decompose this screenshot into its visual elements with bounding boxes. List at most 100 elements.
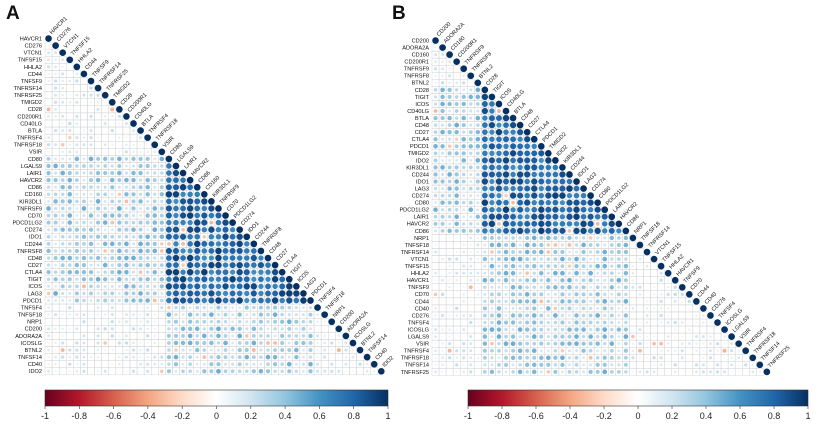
corr-cell-tnfsf18-cd70	[223, 312, 228, 317]
row-label-cd28: CD28	[415, 88, 429, 94]
corr-cell-adora2a-lair1	[181, 333, 186, 338]
diag-cell-havcr1	[671, 276, 679, 284]
corr-cell-lag3-cd244	[566, 185, 573, 192]
corr-cell-pdcd1lg2-ido2	[552, 206, 559, 213]
corr-cell-tnfrsf18-ido1	[574, 355, 579, 360]
corr-cell-kir3dl1-btla	[138, 199, 143, 204]
corr-cell-kir3dl1-cd80	[166, 198, 172, 205]
corr-cell-cd274-havcr2	[186, 226, 194, 233]
colorbar-tick-label: 0.4	[279, 411, 292, 421]
corr-cell-cd86-tnfsf9	[89, 185, 93, 190]
corr-cell-cd80-tnfrsf25	[103, 156, 108, 162]
corr-cell-cd86-havcr1	[46, 185, 51, 189]
corr-cell-tnfrsf8-tnfrsf9	[215, 247, 222, 255]
corr-cell-cd40-ido1	[245, 362, 249, 366]
corr-cell-btnl2-cd276	[54, 349, 57, 352]
corr-cell-tnfrsf9-lgals9	[173, 205, 179, 212]
corr-cell-kir3dl1-tnfrsf14	[95, 199, 101, 204]
corr-cell-cd86-btla	[138, 185, 143, 190]
corr-cell-tnfsf4-tnfsf9	[680, 321, 684, 324]
corr-cell-btnl2-btla	[139, 348, 142, 352]
corr-cell-lgals9-tnfrsf25	[103, 164, 108, 168]
diag-cell-cd44	[693, 298, 700, 305]
corr-cell-cd44-cd86	[623, 299, 629, 304]
diag-cell-cd86	[622, 227, 630, 235]
corr-cell-ido2-icoslg	[352, 370, 354, 373]
corr-cell-cd274-tnfrsf14	[96, 228, 100, 232]
corr-cell-icoslg-hhla2	[667, 329, 669, 330]
corr-cell-cd40-tmigd2	[111, 363, 114, 366]
row-label-pdcd1lg2: PDCD1LG2	[12, 221, 42, 227]
corr-cell-pdcd1lg2-tmigd2	[545, 206, 552, 213]
corr-cell-icos-vsir	[159, 284, 164, 289]
corr-cell-cd44-hhla2	[75, 72, 79, 76]
row-label-ido1: IDO1	[416, 179, 429, 185]
corr-cell-icoslg-cd86	[623, 327, 628, 332]
corr-cell-tnfsf14-ido1	[574, 363, 579, 367]
corr-cell-icoslg-btla	[139, 341, 142, 345]
corr-cell-pdcd1lg2-tnfsf15	[67, 220, 73, 225]
corr-cell-ctla4-hhla2	[74, 269, 80, 275]
corr-cell-cd44-kir3dl1	[560, 299, 565, 304]
corr-cell-tnfsf4-cd27	[525, 320, 530, 325]
corr-cell-cd44-cd70	[687, 299, 691, 304]
corr-cell-tnfsf14-havcr1	[673, 363, 677, 367]
corr-cell-tnfsf4-cd48	[518, 320, 522, 325]
corr-cell-cd44-tnfrsf14	[646, 300, 649, 303]
corr-cell-pdcd1-cd160	[447, 144, 452, 149]
corr-cell-btnl2-tnfsf4	[316, 349, 319, 352]
corr-cell-cd44-pdcd1	[539, 299, 544, 304]
colorbar-tick-label: -1	[41, 411, 49, 421]
row-label-tmigd2: TMIGD2	[21, 100, 42, 106]
corr-cell-cd80-pdcd1	[538, 199, 545, 206]
corr-cell-tigit-cd200r1	[124, 277, 129, 282]
corr-cell-cd244-cd200r1	[124, 241, 129, 247]
corr-cell-tnfrsf14-tnfsf15	[69, 87, 71, 89]
corr-cell-tnfsf18-lag3	[301, 313, 305, 317]
corr-cell-tigit-cd28	[117, 277, 122, 282]
corr-cell-tigit-cd200	[433, 95, 438, 99]
corr-cell-tnfrsf25-cd70	[688, 371, 690, 373]
corr-cell-tnfsf4-pdcd1	[539, 320, 544, 325]
corr-cell-tnfsf18-cd40lg	[132, 313, 135, 316]
corr-cell-btnl2-tnfsf18	[323, 348, 327, 352]
corr-cell-tnfrsf18-ido2	[553, 355, 558, 360]
corr-cell-tnfsf14-nrp1	[331, 356, 333, 358]
corr-cell-cd276-cd44	[695, 314, 698, 317]
row-label-cd86: CD86	[415, 229, 429, 235]
corr-cell-tnfrsf18-tnfrsf14	[646, 356, 648, 359]
corr-cell-cd200r1-tmigd2	[111, 115, 114, 118]
corr-cell-cd40-lair1	[610, 306, 614, 311]
corr-cell-tnfsf9-tnfsf18	[638, 285, 642, 289]
corr-cell-cd70-tnfsf15	[659, 293, 663, 296]
corr-cell-cd27-cd160	[447, 130, 452, 135]
corr-cell-tnfsf4-tnfrsf14	[96, 306, 100, 309]
corr-cell-btla-tmigd2	[110, 128, 114, 133]
corr-cell-cd27-cd200r1	[454, 129, 459, 135]
corr-cell-cd48-cd274	[236, 255, 243, 261]
corr-cell-pdcd1-tigit	[286, 297, 293, 304]
corr-cell-tnfsf14-tigit	[287, 355, 291, 359]
corr-cell-tnfrsf4-lair1	[609, 348, 614, 353]
corr-cell-tnfsf18-cd48	[266, 312, 270, 317]
corr-cell-lag3-tnfrsf14	[96, 291, 100, 295]
corr-cell-vsir-pdcd1	[539, 341, 544, 346]
corr-cell-cd40-tnfrsf14	[645, 307, 649, 310]
corr-cell-icos-havcr1	[47, 284, 51, 288]
corr-cell-tnfrsf25-tnfrsf8	[469, 370, 473, 374]
row-label-tigit: TIGIT	[28, 277, 43, 283]
corr-cell-btla-cd44	[82, 129, 86, 132]
corr-cell-nrp1-btnl2	[476, 236, 479, 239]
corr-cell-tnfrsf18-tnfsf15	[68, 143, 71, 146]
corr-cell-tnfsf14-cd44	[694, 363, 698, 367]
corr-cell-cd40-cd200r1	[455, 306, 459, 311]
corr-cell-vsir-havcr1	[674, 343, 676, 345]
corr-cell-ido1-tmigd2	[110, 234, 115, 239]
corr-cell-icos-tnfrsf14	[96, 284, 100, 289]
corr-cell-hhla2-tnfrsf9	[462, 271, 466, 275]
diag-cell-pdcd1lg2	[601, 206, 609, 214]
corr-cell-ido2-cd44	[82, 369, 86, 373]
corr-cell-cd44-havcr1	[673, 299, 677, 303]
corr-cell-vtcn1-cd28	[482, 256, 488, 262]
corr-cell-pdcd1-lgals9	[172, 297, 180, 304]
